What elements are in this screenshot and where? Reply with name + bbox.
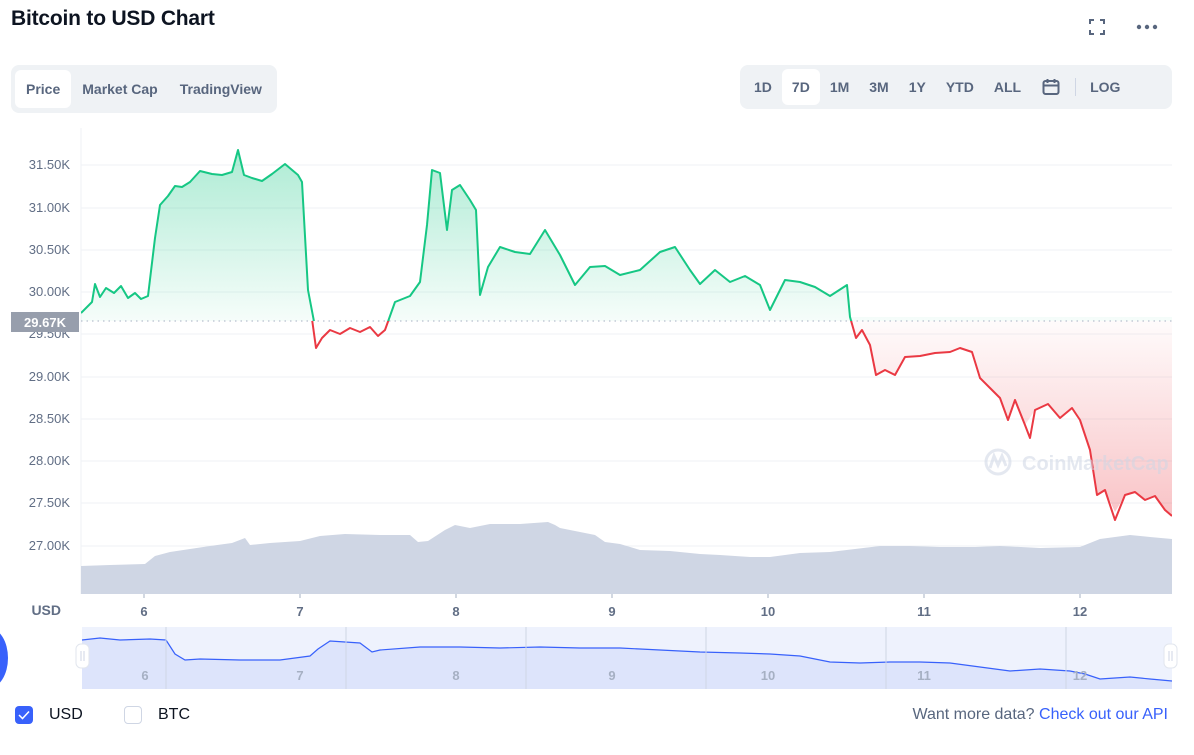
x-tick: 7 — [296, 604, 304, 619]
time-range-selector: 1D 7D 1M 3M 1Y YTD ALL LOG — [740, 65, 1172, 109]
range-ytd[interactable]: YTD — [945, 79, 974, 95]
svg-text:CoinMarketCap: CoinMarketCap — [1022, 453, 1169, 475]
legend-btc[interactable]: BTC — [124, 706, 190, 724]
check-icon — [18, 710, 30, 720]
navigator-area — [82, 638, 1172, 689]
current-price-label: 29.67K — [11, 312, 79, 332]
more-options-button[interactable] — [1134, 14, 1160, 40]
api-link[interactable]: Check out our API — [1039, 706, 1168, 723]
x-tick: 10 — [760, 604, 776, 619]
floating-action-circle[interactable] — [0, 628, 8, 688]
x-tick: 8 — [452, 604, 460, 619]
expand-icon — [1089, 19, 1105, 35]
page-title: Bitcoin to USD Chart — [11, 7, 215, 30]
range-3m[interactable]: 3M — [869, 79, 889, 95]
tab-market-cap[interactable]: Market Cap — [82, 81, 158, 97]
api-prompt-text: Want more data? — [912, 706, 1035, 723]
range-1y[interactable]: 1Y — [908, 79, 926, 95]
x-tick: 6 — [140, 604, 148, 619]
y-tick: 27.50K — [28, 495, 70, 510]
navigator-handle-left — [75, 643, 90, 669]
log-scale-toggle[interactable]: LOG — [1090, 79, 1121, 95]
calendar-icon — [1042, 79, 1060, 95]
date-picker-button[interactable] — [1031, 69, 1071, 105]
y-tick: 31.00K — [28, 200, 70, 215]
legend-usd-label: USD — [49, 706, 83, 723]
x-tick: 9 — [608, 604, 616, 619]
y-tick: 29.00K — [28, 369, 70, 384]
svg-text:6: 6 — [141, 668, 148, 683]
tab-price[interactable]: Price — [15, 70, 72, 108]
svg-text:11: 11 — [917, 668, 931, 683]
volume-area — [81, 522, 1172, 594]
range-navigator[interactable]: 6 7 8 9 10 11 12 — [0, 626, 1194, 690]
legend-usd[interactable]: USD — [15, 706, 83, 724]
fullscreen-button[interactable] — [1084, 14, 1110, 40]
y-tick: 30.00K — [28, 284, 70, 299]
coinmarketcap-watermark: CoinMarketCap — [984, 448, 1169, 476]
chart-view-tabs: Price Market Cap TradingView — [11, 65, 277, 113]
currency-axis-label: USD — [31, 602, 61, 618]
navigator-handle-right — [1163, 643, 1178, 669]
range-7d[interactable]: 7D — [781, 69, 820, 105]
tab-tradingview[interactable]: TradingView — [179, 81, 262, 97]
range-divider — [1075, 78, 1077, 96]
price-area-up — [81, 150, 1172, 321]
svg-text:12: 12 — [1073, 668, 1087, 683]
navigator-line — [81, 637, 1173, 682]
x-tick: 11 — [917, 604, 931, 619]
svg-text:9: 9 — [608, 668, 615, 683]
y-tick: 28.50K — [28, 411, 70, 426]
y-tick: 30.50K — [28, 242, 70, 257]
svg-text:10: 10 — [761, 668, 775, 683]
price-chart[interactable]: CoinMarketCap — [0, 0, 1194, 700]
price-line-up — [81, 149, 853, 321]
y-tick: 31.50K — [28, 157, 70, 172]
range-1m[interactable]: 1M — [829, 79, 850, 95]
x-tick: 12 — [1072, 604, 1088, 619]
usd-checkbox[interactable] — [15, 706, 33, 724]
svg-text:7: 7 — [296, 668, 303, 683]
ellipsis-icon — [1136, 24, 1158, 30]
range-all[interactable]: ALL — [993, 79, 1022, 95]
btc-checkbox[interactable] — [124, 706, 142, 724]
price-line-down — [311, 321, 1172, 521]
y-tick: 28.00K — [28, 453, 70, 468]
svg-text:8: 8 — [452, 668, 459, 683]
range-1d[interactable]: 1D — [754, 79, 772, 95]
api-prompt: Want more data? Check out our API — [912, 706, 1168, 724]
y-tick: 27.00K — [28, 538, 70, 553]
legend-btc-label: BTC — [158, 706, 190, 723]
price-area-down-visible — [850, 321, 1172, 516]
